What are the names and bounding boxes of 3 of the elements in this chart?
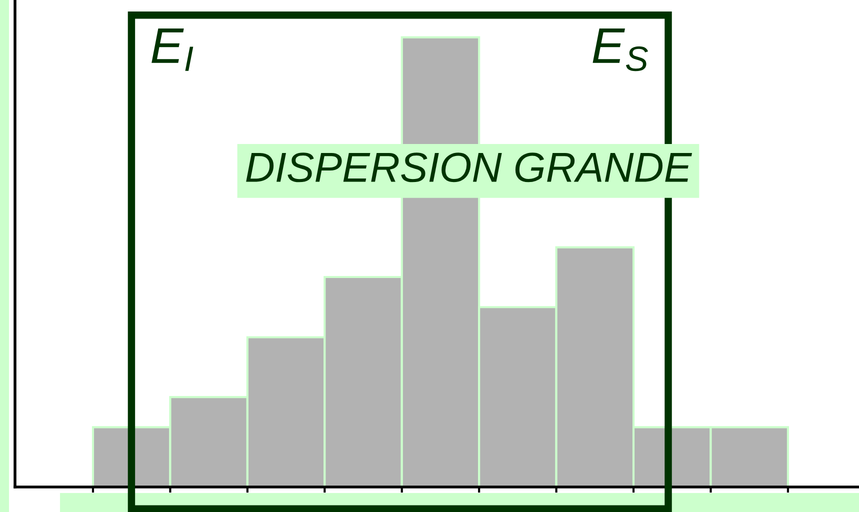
- annotation: DISPERSION GRANDE: [246, 152, 692, 182]
- annotation: E$_{S}$: [592, 28, 648, 72]
- annotation: E$_{I}$: [152, 28, 194, 71]
